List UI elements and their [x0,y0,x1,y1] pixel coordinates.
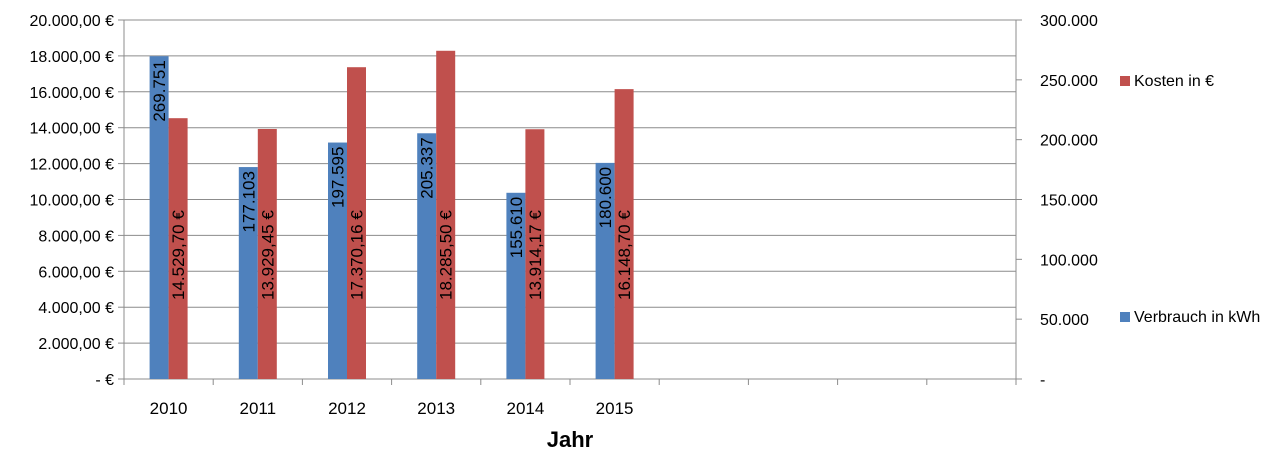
bar-kosten [614,89,634,380]
data-label-verbrauch: 155.610 [507,197,526,258]
x-tick-label: 2014 [506,399,544,418]
legend-swatch-verbrauch [1120,312,1130,322]
y-left-tick-label: 8.000,00 € [38,228,114,245]
y-left-tick-label: 10.000,00 € [29,193,114,210]
x-tick-label: 2015 [596,399,634,418]
y-right-tick-label: 200.000 [1040,133,1098,150]
data-label-kosten: 13.914,17 € [526,210,545,300]
data-label-kosten: 14.529,70 € [169,210,188,300]
bar-kosten [347,67,366,379]
y-left-tick-label: 20.000,00 € [29,13,114,30]
legend: Kosten in € Verbrauch in kWh [1120,73,1260,326]
y-right-tick-label: 50.000 [1040,312,1089,329]
y-left-tick-label: 12.000,00 € [29,157,114,174]
data-label-verbrauch: 205.337 [418,137,437,198]
legend-label-verbrauch: Verbrauch in kWh [1134,309,1260,326]
y-right-tick-label: 150.000 [1040,193,1098,210]
axes: - € 2.000,00 € 4.000,00 € 6.000,00 € 8.000,0… [29,13,1097,418]
data-label-verbrauch: 197.595 [329,147,348,208]
y-right-tick-label: - [1040,372,1045,389]
data-label-kosten: 13.929,45 € [258,210,277,300]
y-right-tick-label: 250.000 [1040,73,1098,90]
legend-label-kosten: Kosten in € [1134,73,1214,90]
bar-kosten [168,118,188,379]
x-axis-title: Jahr [547,427,594,452]
bar-verbrauch [595,162,615,379]
y-right-tick-label: 300.000 [1040,13,1098,30]
y-left-tick-label: 18.000,00 € [29,49,114,66]
data-label-verbrauch: 269.751 [150,60,169,121]
y-left-tick-label: 16.000,00 € [29,85,114,102]
y-left-tick-label: 14.000,00 € [29,121,114,138]
bar-verbrauch [417,133,437,379]
x-tick-label: 2010 [150,399,188,418]
data-label-verbrauch: 180.600 [596,167,615,228]
y-left-tick-label: 6.000,00 € [38,264,114,281]
data-label-kosten: 17.370,16 € [348,210,367,300]
data-label-verbrauch: 177.103 [239,171,258,232]
bar-verbrauch [238,167,258,379]
x-tick-label: 2012 [328,399,366,418]
bar-verbrauch [328,142,347,379]
legend-swatch-kosten [1120,76,1130,86]
data-label-kosten: 18.285,50 € [437,210,456,300]
bar-verbrauch [149,56,169,380]
y-left-tick-label: - € [95,372,114,389]
bar-kosten [525,129,545,379]
bar-kosten [436,50,456,380]
x-tick-label: 2013 [417,399,455,418]
data-label-kosten: 16.148,70 € [615,210,634,300]
bar-verbrauch [506,192,526,379]
bar-kosten [257,128,277,379]
y-left-tick-label: 2.000,00 € [38,336,114,353]
bars [149,50,634,380]
y-left-tick-label: 4.000,00 € [38,300,114,317]
x-tick-label: 2011 [240,399,277,418]
y-right-tick-label: 100.000 [1040,252,1098,269]
